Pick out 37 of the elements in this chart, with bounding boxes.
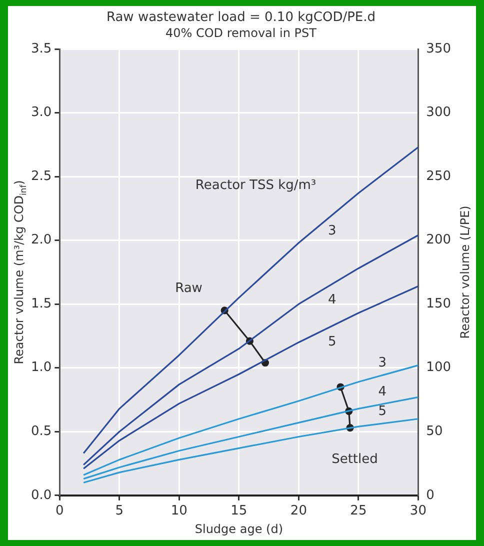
y2-axis-title: Reactor volume (L/PE) <box>458 206 472 339</box>
x-tick-label: 5 <box>115 504 124 519</box>
y2-tick-label: 100 <box>426 360 452 376</box>
x-tick-label: 0 <box>56 504 64 519</box>
x-tick-label: 30 <box>410 504 426 519</box>
y2-tick-label: 350 <box>426 41 452 56</box>
series-label: 3 <box>378 356 386 371</box>
annotation: Reactor TSS kg/m³ <box>195 178 316 193</box>
y2-tick-label: 250 <box>426 168 452 184</box>
y-axis-title: Reactor volume (m³/kg CODinf) <box>12 180 28 364</box>
y-tick-label: 3.5 <box>30 41 52 56</box>
y2-tick-label: 150 <box>426 296 452 312</box>
y-tick-label: 3.0 <box>30 105 52 120</box>
y2-tick-label: 300 <box>426 105 452 120</box>
y-tick-label: 0.5 <box>30 424 52 440</box>
y-tick-label: 0.0 <box>30 488 52 503</box>
series-label: 4 <box>378 384 386 400</box>
y-tick-label: 1.5 <box>30 296 52 312</box>
series-label: 4 <box>328 292 336 308</box>
series-label: 3 <box>328 223 336 238</box>
y-tick-label: 1.0 <box>30 360 52 376</box>
chart-subtitle: 40% COD removal in PST <box>166 26 318 40</box>
annotation: Raw <box>175 281 203 296</box>
x-tick-label: 15 <box>230 504 248 519</box>
x-axis-title: Sludge age (d) <box>194 522 284 536</box>
chart-title: Raw wastewater load = 0.10 kgCOD/PE.d <box>106 10 376 26</box>
x-tick-label: 20 <box>290 504 307 519</box>
y2-tick-label: 50 <box>426 424 443 440</box>
series-label: 5 <box>328 334 336 350</box>
y2-tick-label: 200 <box>426 232 452 248</box>
series-label: 5 <box>378 404 386 419</box>
y2-tick-label: 0 <box>426 488 434 503</box>
y-tick-label: 2.5 <box>30 168 52 184</box>
y-tick-label: 2.0 <box>30 232 52 248</box>
annotation: Settled <box>332 452 378 468</box>
x-tick-label: 10 <box>170 504 188 519</box>
x-tick-label: 25 <box>350 504 367 519</box>
